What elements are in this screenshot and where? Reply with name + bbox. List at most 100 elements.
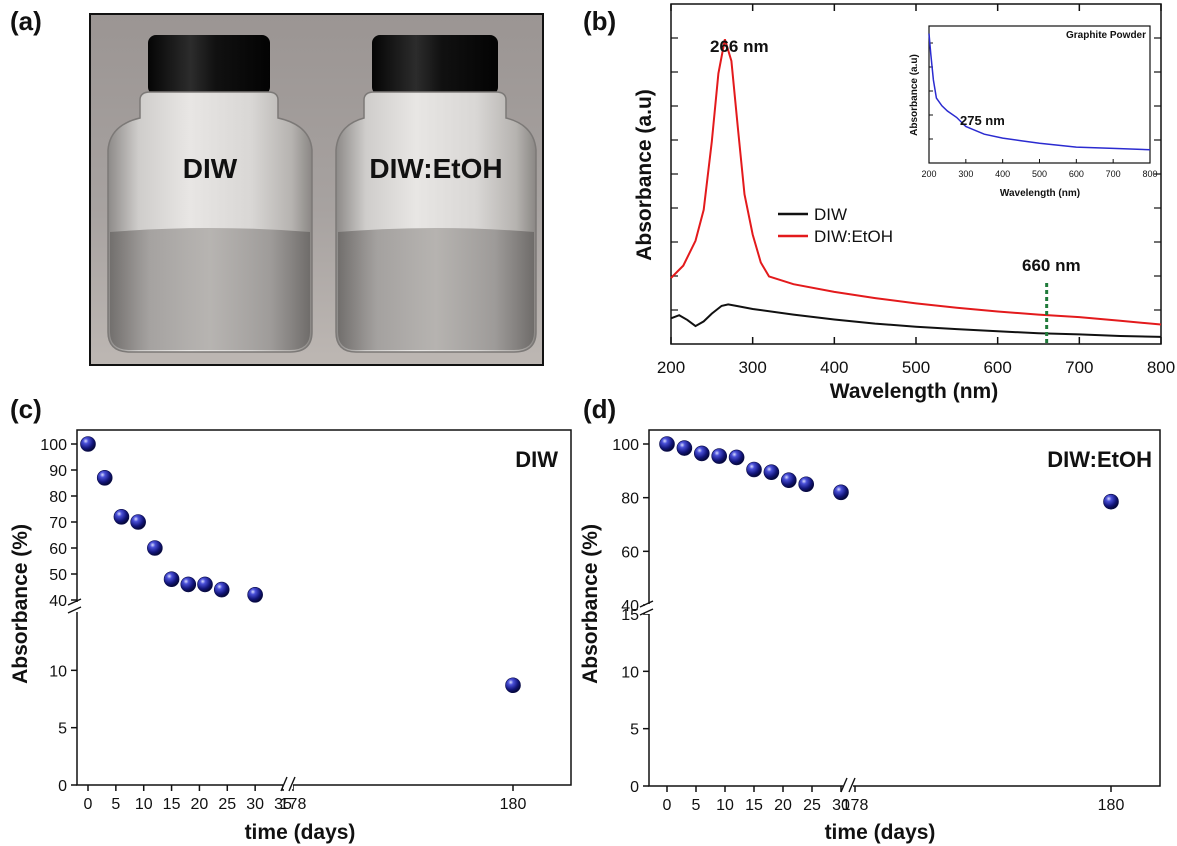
y-tick-label: 100 — [612, 437, 639, 454]
x-axis-label: time (days) — [245, 821, 356, 844]
x-tick-label: 500 — [902, 358, 930, 377]
data-points — [659, 436, 1119, 510]
y-axis-break-mark — [67, 606, 82, 614]
panel-a-letter: (a) — [10, 6, 42, 36]
series-line-diw — [670, 303, 1162, 338]
inset-title: Graphite Powder — [1066, 30, 1146, 41]
y-tick-label: 15 — [621, 607, 639, 624]
y-tick-label: 40 — [621, 598, 639, 615]
plot-d-frame — [648, 429, 1161, 787]
panel-b-letter: (b) — [583, 6, 616, 36]
inset-series-line — [928, 33, 1151, 151]
data-point — [711, 448, 728, 464]
x-tick-label: 0 — [663, 797, 672, 814]
inset-x-tick-label: 500 — [1032, 169, 1047, 179]
y-axis-break-gap — [645, 604, 653, 614]
inset-x-tick-label: 300 — [958, 169, 973, 179]
x-tick-label: 15 — [745, 797, 763, 814]
y-axis-ticks — [671, 37, 1161, 311]
inset-x-tick-label: 600 — [1069, 169, 1084, 179]
inset-x-tick-label: 400 — [995, 169, 1010, 179]
legend: DIW DIW:EtOH — [778, 205, 893, 246]
x-axis-label: Wavelength (nm) — [830, 380, 998, 403]
x-tick-label: 180 — [1098, 797, 1125, 814]
vial-diw-etoh: DIW:EtOH — [335, 35, 537, 353]
data-point — [763, 464, 780, 480]
x-tick-label: 15 — [163, 796, 181, 813]
data-point — [746, 461, 762, 478]
data-point — [505, 677, 521, 694]
y-tick-label: 10 — [49, 663, 67, 680]
x-tick-label: 600 — [983, 358, 1011, 377]
panel-d-letter: (d) — [583, 394, 616, 424]
vial-label: DIW:EtOH — [369, 153, 502, 184]
x-tick-label: 0 — [84, 796, 93, 813]
data-point — [113, 508, 130, 525]
data-point — [163, 571, 180, 588]
x-axis-label: time (days) — [825, 821, 936, 844]
x-axis: 200 300 400 500 600 700 800 — [657, 4, 1175, 377]
inset-x-tick-label: 200 — [921, 169, 936, 179]
y-tick-label: 60 — [621, 544, 639, 561]
data-point — [213, 581, 230, 598]
data-point — [180, 576, 197, 593]
y-tick-label: 80 — [621, 491, 639, 508]
y-axis-label: Absorbance (%) — [9, 524, 32, 684]
data-point — [693, 445, 710, 462]
data-point — [833, 484, 849, 501]
x-tick-label: 25 — [218, 796, 236, 813]
y-axis-break-mark — [639, 600, 654, 608]
vial-cap — [372, 35, 498, 95]
data-point — [96, 469, 113, 486]
data-point — [659, 436, 675, 452]
inset-x-tick-label: 800 — [1142, 169, 1157, 179]
y-tick-label: 80 — [49, 489, 67, 506]
inset-x-tick-label: 700 — [1106, 169, 1121, 179]
plot-c-frame — [76, 429, 572, 786]
x-tick-label: 35 — [274, 796, 292, 813]
legend-label-diw-etoh: DIW:EtOH — [814, 227, 893, 246]
marker-annotation: 660 nm — [1022, 256, 1081, 275]
x-tick-label: 10 — [716, 797, 734, 814]
data-point — [676, 440, 693, 456]
x-tick-label: 180 — [500, 796, 527, 813]
inset-y-axis-label: Absorbance (a.u) — [909, 54, 920, 136]
y-tick-label: 50 — [49, 567, 67, 584]
vial-liquid — [110, 228, 310, 350]
x-tick-label: 700 — [1065, 358, 1093, 377]
y-axis-label: Absorbance (a.u) — [633, 89, 656, 261]
y-tick-label: 5 — [630, 722, 639, 739]
vial-label: DIW — [183, 153, 238, 184]
data-point — [798, 476, 815, 493]
y-tick-label: 70 — [49, 515, 67, 532]
inset-frame — [928, 25, 1151, 164]
x-tick-label: 300 — [738, 358, 766, 377]
panel-b: (b) 200 300 400 500 600 700 800 Wavelength (nm… — [583, 3, 1175, 403]
panel-c-letter: (c) — [10, 394, 42, 424]
data-point — [197, 576, 213, 593]
y-axis-label: Absorbance (%) — [579, 524, 602, 684]
x-tick-label: 178 — [842, 797, 869, 814]
inset-x-axis-label: Wavelength (nm) — [1000, 188, 1080, 199]
x-tick-label: 20 — [774, 797, 792, 814]
x-tick-label: 20 — [191, 796, 209, 813]
x-tick-label: 30 — [246, 796, 264, 813]
corner-label: DIW:EtOH — [1047, 447, 1152, 472]
legend-label-diw: DIW — [814, 205, 847, 224]
y-axis-break-mark — [67, 598, 82, 606]
x-tick-label: 10 — [135, 796, 153, 813]
corner-label: DIW — [515, 447, 558, 472]
data-point — [780, 472, 797, 489]
vial-cap — [148, 35, 270, 95]
x-axis-break-mark — [288, 776, 296, 792]
y-axis-break-gap — [73, 602, 81, 612]
y-tick-label: 0 — [630, 779, 639, 796]
y-tick-label: 100 — [40, 437, 67, 454]
panel-a: (a) DIW DIW:EtOH — [10, 6, 544, 366]
y-tick-label: 5 — [58, 721, 67, 738]
inset-x-axis: 200 300 400 500 600 700 800 — [921, 159, 1158, 179]
y-tick-label: 40 — [49, 593, 67, 610]
y-axis-break-mark — [639, 608, 654, 616]
